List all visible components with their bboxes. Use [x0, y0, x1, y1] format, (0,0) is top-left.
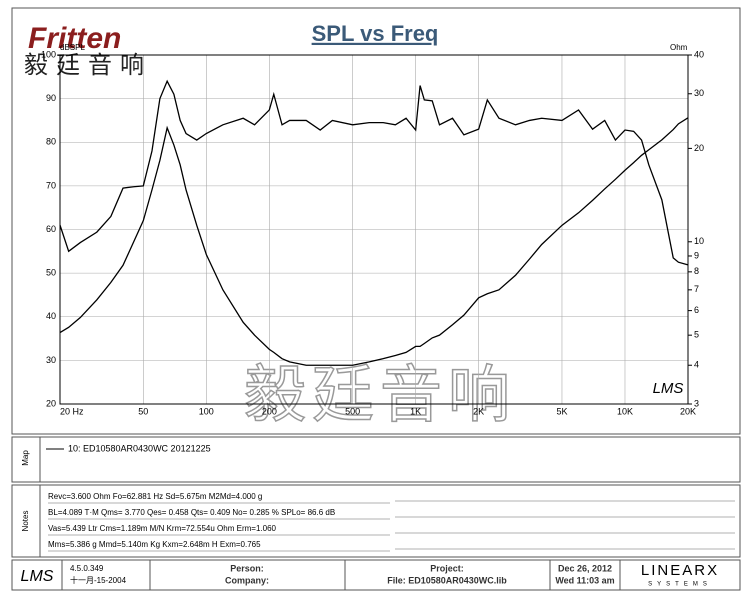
notes-label: Notes: [21, 511, 30, 532]
version: 4.5.0.349: [70, 564, 104, 573]
x-tick-label: 100: [199, 406, 214, 416]
y-tick-label: 60: [46, 224, 56, 234]
y2-tick-label: 6: [694, 305, 699, 315]
chart-frame: [11, 7, 741, 435]
legend-entry: 10: ED10580AR0430WC 20121225: [68, 443, 211, 453]
footer-dividers: [61, 560, 621, 590]
y-tick-label: 100: [41, 49, 56, 59]
y2-tick-label: 10: [694, 236, 704, 246]
chart-logo: LMS: [653, 380, 684, 397]
footer-logo: LMS: [21, 568, 54, 585]
y2-tick-label: 30: [694, 88, 704, 98]
y-tick-label: 70: [46, 180, 56, 190]
y-tick-label: 50: [46, 268, 56, 278]
x-tick-label: 2K: [473, 406, 484, 416]
x-tick-label: 20 Hz: [60, 406, 84, 416]
y2-axis-label: Ohm: [670, 43, 688, 52]
y2-tick-label: 4: [694, 360, 699, 370]
x-tick-label: 200: [262, 406, 277, 416]
footer-frame: [11, 559, 741, 591]
y2-tick-label: 20: [694, 143, 704, 153]
x-tick-label: 10K: [617, 406, 633, 416]
x-tick-label: 1K: [410, 406, 421, 416]
logo: Fritten: [28, 22, 121, 55]
note-text: BL=4.089 T·M Qms= 3.770 Qes= 0.458 Qts= …: [48, 508, 335, 517]
company: Company:: [225, 575, 269, 585]
time: Wed 11:03 am: [555, 575, 614, 585]
plot-border: [59, 54, 689, 405]
date: Dec 26, 2012: [558, 563, 612, 573]
x-tick-label: 50: [138, 406, 148, 416]
brand: LINEARX: [641, 562, 719, 579]
person: Person:: [230, 563, 264, 573]
y-axis-label: dBSPL: [60, 43, 85, 52]
y2-tick-label: 3: [694, 398, 699, 408]
y-tick-label: 90: [46, 93, 56, 103]
y-tick-label: 80: [46, 137, 56, 147]
y-tick-label: 20: [46, 398, 56, 408]
x-tick-label: 500: [345, 406, 360, 416]
y2-tick-label: 5: [694, 330, 699, 340]
series-line: [59, 117, 689, 366]
series-line: [59, 79, 689, 266]
y2-tick-label: 8: [694, 266, 699, 276]
watermark: 毅廷音响: [244, 358, 516, 431]
y2-tick-label: 9: [694, 250, 699, 260]
x-tick-label: 20K: [680, 406, 696, 416]
project: Project:: [430, 563, 464, 573]
y-tick-label: 30: [46, 355, 56, 365]
y-tick-label: 40: [46, 311, 56, 321]
notes-frame: [11, 484, 741, 558]
note-text: Mms=5.386 g Mmd=5.140m Kg Kxm=2.648m H E…: [48, 540, 261, 549]
note-text: Revc=3.600 Ohm Fo=62.881 Hz Sd=5.675m M2…: [48, 492, 262, 501]
note-text: Vas=5.439 Ltr Cms=1.189m M/N Krm=72.554u…: [48, 524, 277, 533]
map-frame: [11, 436, 741, 483]
x-tick-label: 5K: [556, 406, 567, 416]
chart-title: SPL vs Freq: [312, 21, 439, 46]
map-label: Map: [21, 450, 30, 466]
file: File: ED10580AR0430WC.lib: [387, 575, 507, 585]
y2-tick-label: 7: [694, 284, 699, 294]
brand-sub: SYSTEMS: [648, 582, 712, 588]
logo-chinese: 毅廷音响: [24, 51, 152, 79]
build-date: 十一月-15-2004: [70, 575, 127, 585]
y2-tick-label: 40: [694, 49, 704, 59]
